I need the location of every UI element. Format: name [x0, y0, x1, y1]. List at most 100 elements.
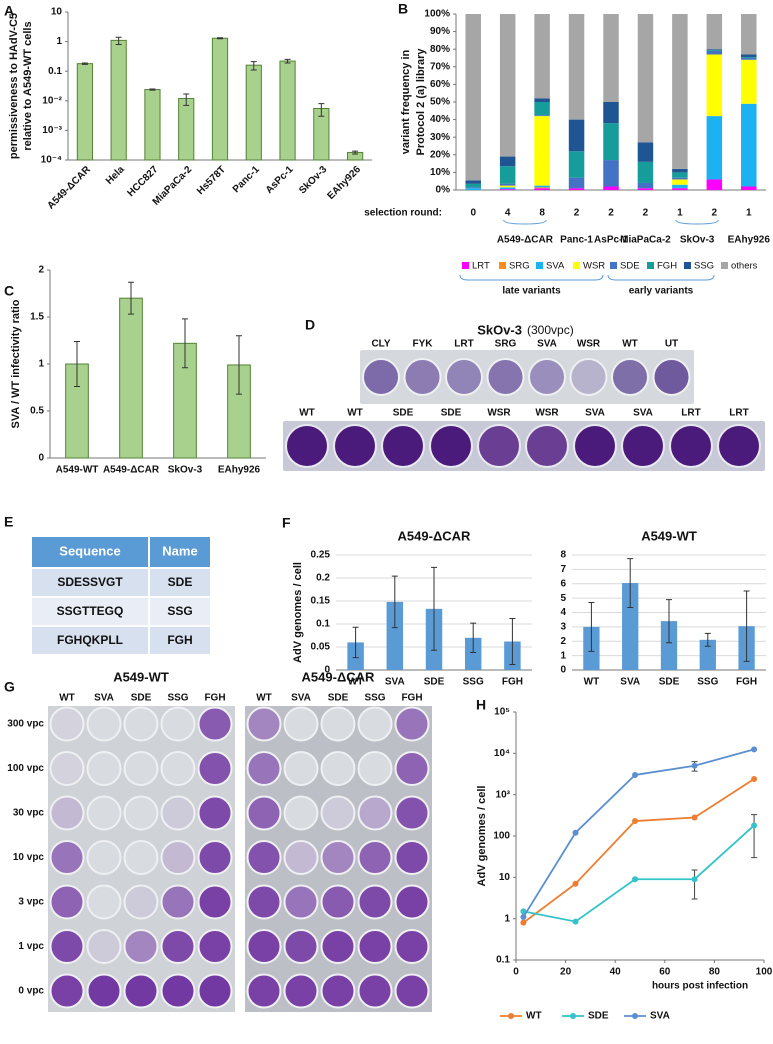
well [49, 840, 85, 875]
well [381, 424, 425, 468]
row-label: 10 vpc [13, 852, 45, 863]
panel-label: C [4, 283, 14, 299]
error-bar [115, 36, 122, 45]
bar-segment [741, 59, 757, 104]
well [357, 706, 393, 742]
table-cell [32, 627, 148, 654]
legend-swatch [536, 262, 543, 269]
error-bar [666, 599, 672, 644]
bar-segment [603, 14, 619, 102]
well [320, 795, 356, 831]
well [246, 706, 282, 742]
table-cell-text: SDESSVGT [57, 575, 123, 589]
well [160, 795, 196, 831]
chart: F A549-ΔCAR AdV genomes / cell 0 0.05 0.1 0.15… [282, 515, 532, 688]
x-tick-label: EAhy926 [218, 465, 261, 476]
well [160, 929, 196, 964]
x-tick-label: 0 [470, 208, 476, 219]
group-label: Panc-1 [560, 235, 593, 246]
column-label: SDE [328, 693, 349, 704]
legend-marker [632, 1013, 638, 1019]
y-tick-label: 1 [560, 650, 566, 661]
well [320, 840, 356, 875]
well [320, 973, 356, 1009]
y-tick-label: 0.05 [311, 642, 331, 653]
x-tick-label: SkOv-3 [168, 465, 203, 476]
well [357, 929, 393, 964]
table-header: Name [162, 543, 197, 558]
well [611, 358, 649, 396]
bar [622, 583, 639, 670]
y-tick-label: 1 [504, 913, 510, 924]
y-tick-label: 10⁻⁴ [41, 155, 62, 166]
well [123, 751, 159, 786]
well [394, 751, 430, 786]
well [160, 973, 196, 1009]
well [285, 424, 329, 468]
error-bar [627, 558, 634, 608]
x-tick-label: A549-ΔCAR [103, 465, 160, 476]
well [394, 884, 430, 920]
x-tick-label: 2 [608, 208, 614, 219]
table-cell [150, 569, 210, 596]
bar-segment [741, 103, 757, 187]
group-label: EAhy926 [728, 235, 771, 246]
well [49, 973, 85, 1009]
legend-swatch [499, 262, 506, 269]
y-tick-label: 30% [430, 132, 450, 143]
plate [360, 350, 694, 404]
bar [144, 89, 161, 161]
x-axis-label: selection round: [364, 208, 442, 219]
y-tick-label: 6 [560, 578, 566, 589]
bar-segment [603, 123, 619, 161]
bar-segment [534, 102, 550, 116]
well [49, 929, 85, 964]
well-label: SVA [633, 408, 653, 419]
y-tick-label: 2 [38, 265, 44, 276]
bar-segment [706, 179, 723, 190]
bar-segment [706, 14, 723, 50]
well [357, 840, 393, 875]
error-bar [236, 335, 242, 395]
y-tick-label: 60% [430, 79, 450, 90]
error-bar [217, 37, 223, 40]
bar-segment [534, 188, 550, 190]
y-tick-label: 100% [424, 9, 450, 20]
error-bar [391, 575, 398, 629]
x-tick-label: 1 [746, 208, 752, 219]
well [246, 795, 282, 831]
bar-segment [637, 188, 654, 190]
well [160, 706, 196, 742]
bar-segment [499, 166, 516, 184]
marker [632, 771, 639, 778]
well-label: LRT [454, 339, 473, 350]
bar-segment [534, 98, 550, 102]
well [197, 929, 233, 964]
bar-segment [672, 177, 688, 180]
well [197, 840, 233, 875]
error-bar [183, 93, 190, 106]
error-bar [284, 58, 291, 64]
well [569, 358, 608, 396]
row-label: 300 vpc [7, 719, 44, 730]
marker [751, 822, 758, 829]
well [246, 751, 282, 786]
y-tick-label: 0 [324, 665, 330, 676]
well [160, 751, 196, 786]
bar-segment [534, 187, 550, 189]
well [320, 751, 356, 786]
marker [572, 829, 579, 836]
y-tick-label: 80% [430, 44, 450, 55]
well [123, 973, 159, 1009]
bar-segment [706, 116, 723, 180]
x-tick-label: SSG [463, 677, 484, 688]
bar-segment [499, 183, 516, 186]
y-tick-label: 10 [51, 7, 63, 18]
well [283, 884, 319, 920]
error-bar [431, 566, 437, 651]
x-tick-label: SDE [424, 677, 445, 688]
column-label: FGH [204, 693, 225, 704]
column-label: SSG [364, 693, 385, 704]
bar-segment [465, 187, 481, 189]
well-label: SVA [585, 408, 605, 419]
